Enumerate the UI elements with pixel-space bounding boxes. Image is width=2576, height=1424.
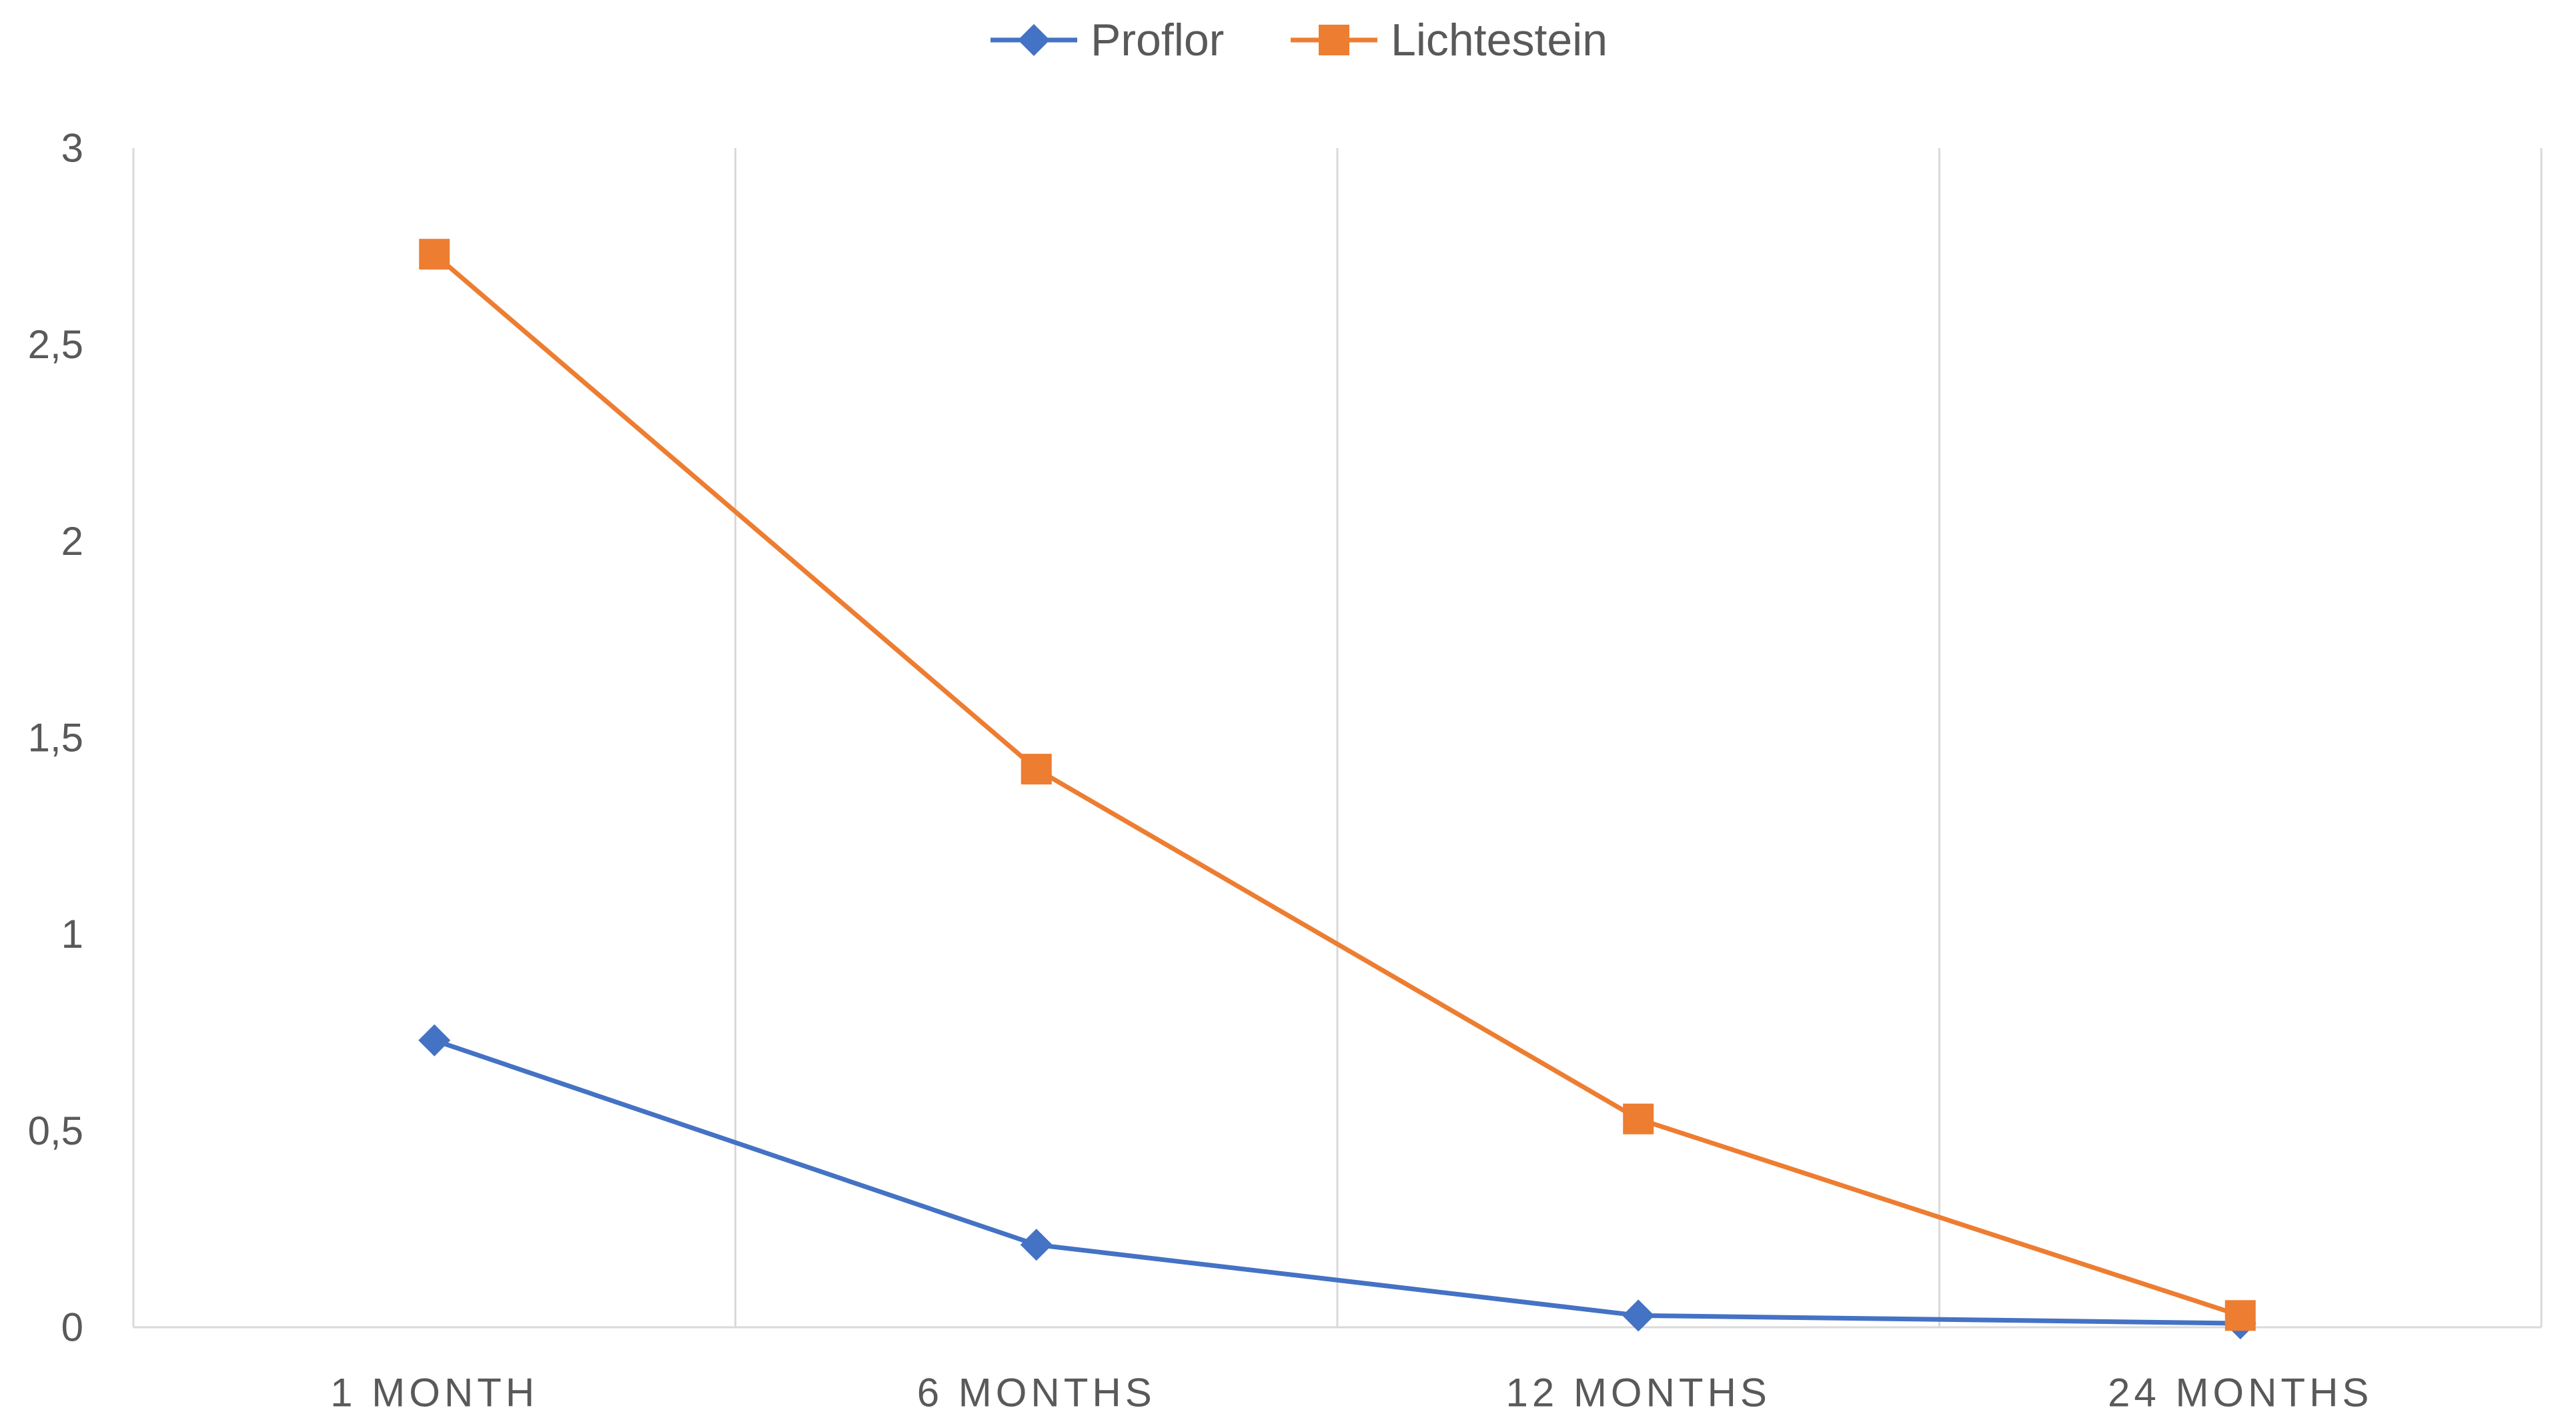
y-axis-tick-labels: 0 0,5 1 1,5 2 2,5 3 <box>28 126 83 1350</box>
legend-label: Proflor <box>1091 15 1224 65</box>
y-tick-label: 1 <box>61 912 83 956</box>
y-tick-label: 0 <box>61 1305 83 1350</box>
y-tick-label: 0,5 <box>28 1109 83 1153</box>
x-category-label: 1 MONTH <box>330 1371 538 1415</box>
x-category-label: 12 MONTHS <box>1506 1371 1771 1415</box>
data-point <box>1020 1229 1053 1261</box>
y-tick-label: 2 <box>61 519 83 564</box>
grid-lines <box>132 148 2543 1327</box>
y-tick-label: 2,5 <box>28 322 83 367</box>
data-point <box>1021 754 1052 785</box>
legend: Proflor Lichtestein <box>991 15 1607 65</box>
series-line <box>432 252 2241 1318</box>
series-line <box>434 1038 2240 1326</box>
data-point <box>418 1024 451 1056</box>
legend-label: Lichtestein <box>1391 15 1607 65</box>
legend-marker <box>1319 25 1349 55</box>
legend-marker <box>1018 24 1050 56</box>
series-lichtestein <box>419 239 2256 1331</box>
y-tick-label: 3 <box>61 126 83 171</box>
y-tick-label: 1,5 <box>28 716 83 760</box>
legend-item-proflor: Proflor <box>991 15 1224 65</box>
series-layer <box>418 239 2257 1340</box>
data-point <box>1623 1103 1654 1135</box>
x-axis-category-labels: 1 MONTH 6 MONTHS 12 MONTHS 24 MONTHS <box>330 1371 2373 1415</box>
data-point <box>2224 1300 2256 1331</box>
x-category-label: 6 MONTHS <box>917 1371 1156 1415</box>
legend-item-lichtestein: Lichtestein <box>1291 15 1607 65</box>
data-point <box>1622 1299 1655 1332</box>
data-point <box>419 239 450 270</box>
x-category-label: 24 MONTHS <box>2108 1371 2373 1415</box>
